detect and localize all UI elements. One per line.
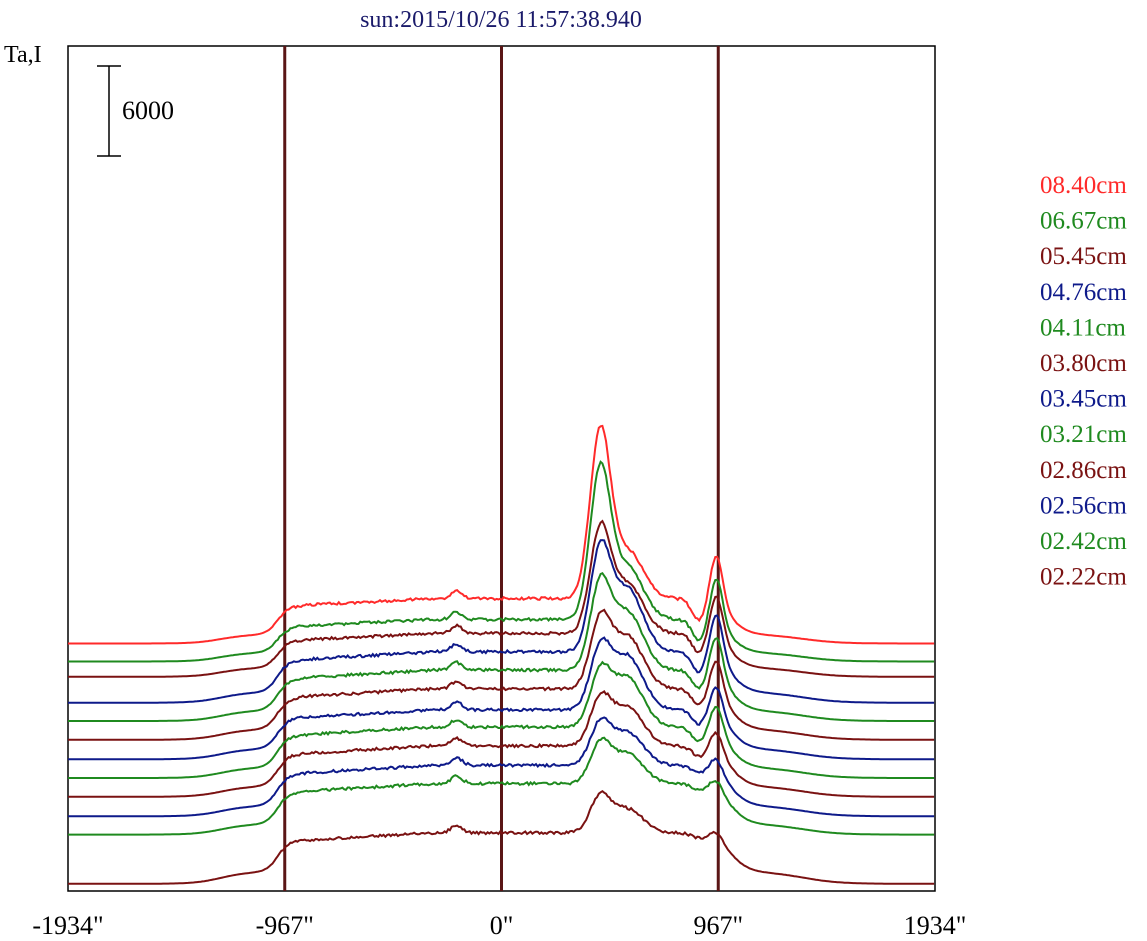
x-tick-label: -967" <box>256 911 314 940</box>
legend-entry: 04.76cm <box>1040 279 1127 306</box>
scale-bar-label: 6000 <box>122 96 174 125</box>
legend-entry: 02.22cm <box>1040 564 1127 591</box>
series-line-9 <box>68 716 935 818</box>
legend-entry: 02.42cm <box>1040 528 1127 555</box>
series-line-3 <box>68 539 935 704</box>
x-axis-ticks: -1934" -967" 0" 967" 1934" <box>32 911 966 940</box>
legend-entry: 04.11cm <box>1040 314 1126 341</box>
series-line-11 <box>68 789 935 885</box>
chart-title: sun:2015/10/26 11:57:38.940 <box>360 7 642 33</box>
series-line-4 <box>68 571 935 722</box>
series-line-5 <box>68 608 935 741</box>
legend-entry: 05.45cm <box>1040 243 1127 270</box>
series-line-1 <box>68 460 935 663</box>
series-line-2 <box>68 519 935 678</box>
y-axis-label: Ta,I <box>4 42 42 68</box>
scale-bar <box>97 65 121 157</box>
legend-entry: 02.86cm <box>1040 457 1127 484</box>
series-line-7 <box>68 660 935 779</box>
legend-entry: 03.45cm <box>1040 386 1127 413</box>
x-tick-label: 1934" <box>904 911 967 940</box>
series-line-0 <box>68 424 935 645</box>
x-tick-label: 0" <box>490 911 514 940</box>
x-tick-label: -1934" <box>32 911 103 940</box>
x-tick-label: 967" <box>693 911 743 940</box>
legend-entry: 03.21cm <box>1040 421 1127 448</box>
series-line-10 <box>68 736 935 836</box>
reference-lines <box>283 46 720 891</box>
series-lines <box>68 424 935 885</box>
series-line-8 <box>68 689 935 798</box>
legend-entry: 02.56cm <box>1040 492 1127 519</box>
legend: 08.40cm 06.67cm 05.45cm 04.76cm 04.11cm 03.80… <box>1040 172 1127 591</box>
legend-entry: 08.40cm <box>1040 172 1127 199</box>
series-line-6 <box>68 636 935 761</box>
legend-entry: 06.67cm <box>1040 208 1127 235</box>
legend-entry: 03.80cm <box>1040 350 1127 377</box>
